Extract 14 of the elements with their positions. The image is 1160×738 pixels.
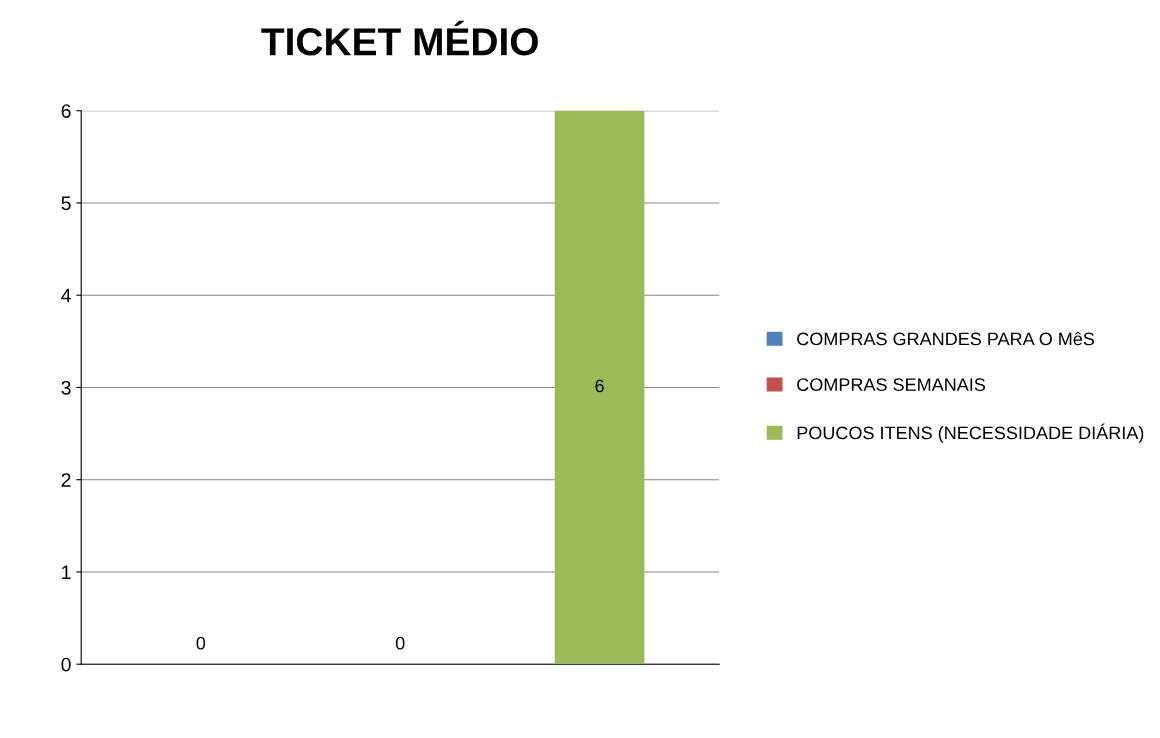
legend-label: POUCOS ITENS (NECESSIDADE DIÁRIA): [797, 423, 1144, 443]
chart-title: TICKET MÉDIO: [261, 20, 538, 56]
legend-label: COMPRAS GRANDES PARA O MêS: [797, 331, 1095, 346]
y-tick-label: 6: [61, 104, 71, 118]
legend-label: COMPRAS SEMANAIS: [797, 378, 986, 392]
y-tick-label: 4: [61, 288, 71, 303]
y-tick-label: 2: [61, 473, 71, 487]
y-tick-label: 1: [62, 565, 71, 579]
y-tick-label: 3: [61, 380, 71, 395]
y-tick-label: 5: [61, 196, 71, 211]
y-tick-label: 0: [61, 657, 71, 672]
data-label: 6: [595, 379, 604, 393]
data-label: 0: [196, 636, 206, 650]
data-label: 0: [395, 636, 405, 650]
